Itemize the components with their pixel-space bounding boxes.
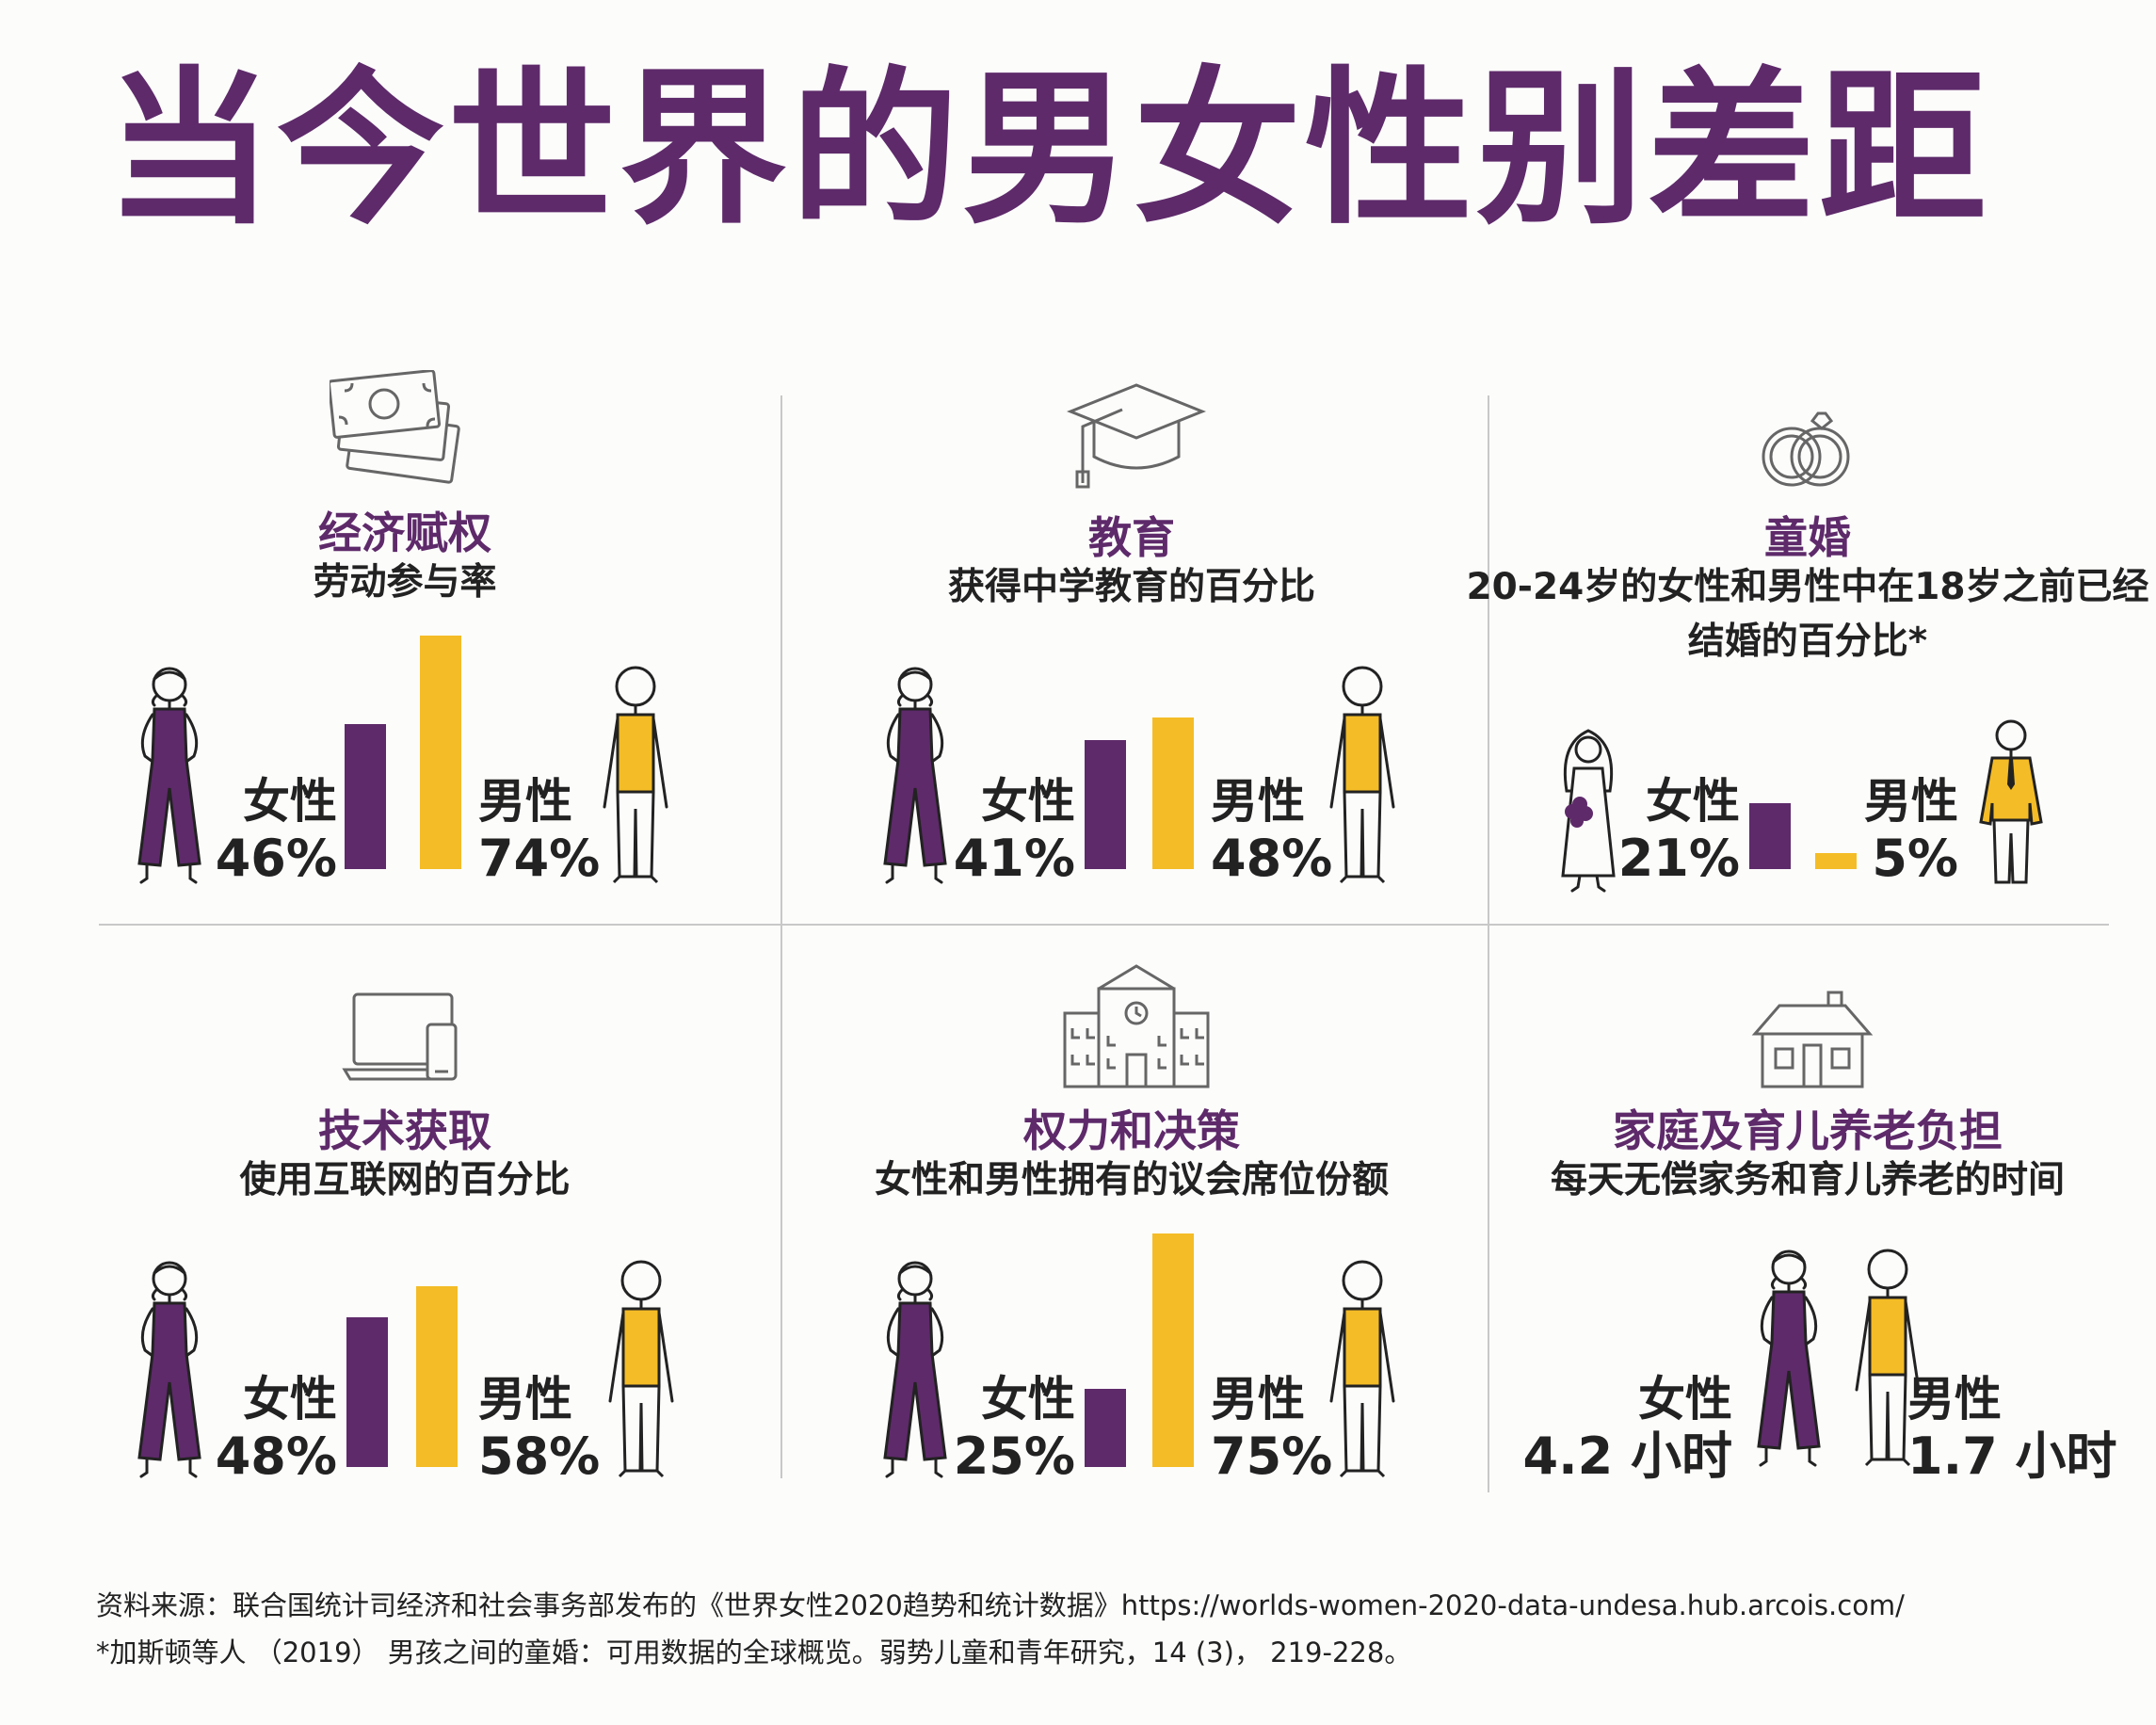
female-bar [1749, 803, 1791, 869]
male-value: 58% [478, 1426, 601, 1486]
female-label-group: 女性 41% [953, 774, 1075, 888]
female-bar [346, 1317, 388, 1467]
horizontal-divider [99, 924, 2109, 926]
graduation-cap-icon [1066, 383, 1207, 489]
male-value: 74% [478, 828, 601, 888]
vertical-divider-left [780, 395, 782, 1478]
female-label-group: 女性 25% [953, 1372, 1075, 1486]
female-value: 48% [215, 1426, 337, 1486]
female-value: 21% [1617, 828, 1740, 888]
male-label-group: 男性 74% [478, 774, 601, 888]
panel-subtitle: 获得中学教育的百分比 [947, 566, 1315, 608]
source-line-2: *加斯顿等人 （2019） 男孩之间的童婚：可用数据的全球概览。弱势儿童和青年研… [96, 1636, 1412, 1669]
panel-title: 经济赋权 [318, 508, 491, 558]
panel-power-decision: 权力和决策 女性和男性拥有的议会席位份额 女性 25% 男性 75% [793, 960, 1471, 1507]
panel-title: 童婚 [1764, 512, 1851, 563]
male-bar [420, 636, 461, 869]
female-value: 25% [953, 1426, 1075, 1486]
male-label-group: 男性 58% [478, 1372, 601, 1486]
female-label: 女性 [1638, 1372, 1732, 1427]
female-label: 女性 [243, 774, 337, 829]
female-label-group: 女性 4.2 小时 [1522, 1372, 1732, 1486]
groom-figure-icon [1979, 719, 2043, 884]
male-label-group: 男性 1.7 小时 [1907, 1372, 2117, 1486]
money-icon [330, 370, 460, 484]
male-figure-icon [1855, 1249, 1921, 1467]
male-label: 男性 [478, 774, 572, 829]
female-value: 4.2 小时 [1522, 1426, 1732, 1486]
male-label: 男性 [1211, 774, 1305, 829]
female-figure-icon [883, 667, 947, 884]
devices-icon [342, 992, 458, 1081]
house-icon [1751, 991, 1874, 1088]
male-label: 男性 [1907, 1372, 2002, 1427]
panel-subtitle: 女性和男性拥有的议会席位份额 [874, 1159, 1389, 1201]
male-value: 75% [1211, 1426, 1333, 1486]
female-bar [1085, 1389, 1126, 1467]
panel-child-marriage: 童婚 20-24岁的女性和男性中在18岁之前已经结婚的百分比* 女性 21% 男… [1466, 363, 2149, 909]
male-figure-icon [1329, 1260, 1395, 1478]
panel-unpaid-care: 家庭及育儿养老负担 每天无偿家务和育儿养老的时间 女性 4.2 小时 男性 1.… [1469, 960, 2147, 1507]
panel-technology-access: 技术获取 使用互联网的百分比 女性 48% 男性 58% [66, 960, 744, 1507]
panel-economic-empowerment: 经济赋权 劳动参与率 女性 46% 男性 74% [66, 363, 744, 909]
panel-subtitle: 劳动参与率 [313, 561, 497, 604]
female-label-group: 女性 46% [215, 774, 337, 888]
male-figure-icon [608, 1260, 674, 1478]
male-bar [416, 1286, 458, 1467]
source-note: 资料来源：联合国统计司经济和社会事务部发布的《世界女性2020趋势和统计数据》h… [96, 1582, 1905, 1676]
panel-subtitle: 每天无偿家务和育儿养老的时间 [1550, 1159, 2065, 1201]
female-bar [1085, 740, 1126, 869]
female-label-group: 女性 48% [215, 1372, 337, 1486]
female-figure-icon [137, 667, 201, 884]
male-bar [1152, 717, 1194, 869]
male-label: 男性 [1864, 774, 1958, 829]
male-bar [1815, 853, 1857, 869]
panel-title: 教育 [1088, 512, 1175, 563]
male-label: 男性 [1211, 1372, 1305, 1427]
female-value: 41% [953, 828, 1075, 888]
female-value: 46% [215, 828, 337, 888]
panel-title: 技术获取 [318, 1105, 491, 1156]
female-figure-icon [137, 1261, 201, 1478]
female-label: 女性 [1646, 774, 1740, 829]
rings-icon [1762, 411, 1850, 487]
female-figure-icon [883, 1261, 947, 1478]
panel-education: 教育 获得中学教育的百分比 女性 41% 男性 48% [793, 363, 1471, 909]
male-figure-icon [603, 666, 668, 884]
female-bar [345, 724, 386, 869]
male-bar [1152, 1233, 1194, 1467]
male-figure-icon [1329, 666, 1395, 884]
female-figure-icon [1757, 1249, 1821, 1467]
male-label-group: 男性 5% [1864, 774, 1958, 888]
male-value: 48% [1211, 828, 1333, 888]
parliament-building-icon [1063, 964, 1210, 1088]
bride-figure-icon [1561, 729, 1616, 893]
page-title: 当今世界的男女性别差距 [105, 52, 1990, 247]
panel-subtitle: 使用互联网的百分比 [239, 1159, 571, 1201]
female-label: 女性 [981, 774, 1075, 829]
male-value: 5% [1872, 828, 1958, 888]
female-label-group: 女性 21% [1617, 774, 1740, 888]
source-line-1: 资料来源：联合国统计司经济和社会事务部发布的《世界女性2020趋势和统计数据》h… [96, 1589, 1905, 1621]
male-value: 1.7 小时 [1907, 1426, 2117, 1486]
vertical-divider-right [1488, 395, 1489, 1492]
male-label-group: 男性 48% [1211, 774, 1333, 888]
male-label: 男性 [478, 1372, 572, 1427]
panel-title: 权力和决策 [1023, 1105, 1240, 1156]
panel-subtitle: 20-24岁的女性和男性中在18岁之前已经结婚的百分比* [1466, 566, 2149, 663]
female-label: 女性 [981, 1372, 1075, 1427]
male-label-group: 男性 75% [1211, 1372, 1333, 1486]
panel-title: 家庭及育儿养老负担 [1613, 1105, 2003, 1156]
female-label: 女性 [243, 1372, 337, 1427]
